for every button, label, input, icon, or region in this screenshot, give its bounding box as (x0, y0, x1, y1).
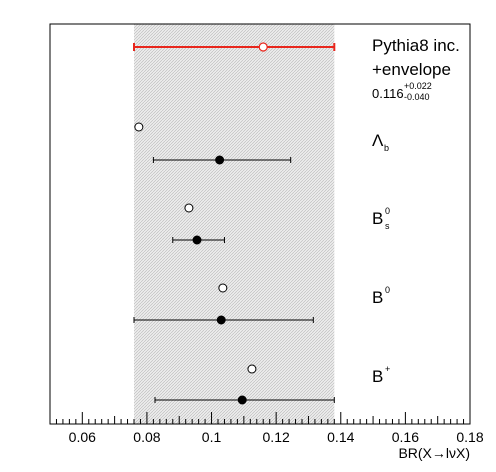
x-tick-label: 0.1 (202, 429, 222, 445)
inclusive-value: 0.116 (372, 86, 404, 101)
b0-filled-point (216, 315, 226, 325)
envelope-band (134, 24, 335, 424)
b_plus-filled-point (237, 395, 247, 405)
lambda_b-open-point (134, 122, 144, 132)
label-lambda-b-sub: b (384, 143, 389, 153)
label-b-plus-main: B (372, 367, 383, 386)
inclusive-label-line2: +envelope (372, 60, 451, 79)
label-b0: B 0 (372, 285, 390, 307)
label-b0-sup: 0 (385, 285, 390, 295)
label-b-s0-sub: s (385, 221, 390, 231)
x-axis-tick-labels: 0.06 0.08 0.1 0.12 0.14 0.16 0.18 (69, 429, 484, 445)
x-axis-ticks (49, 412, 471, 424)
inclusive-err-minus: -0.040 (404, 92, 430, 102)
b0-open-point (218, 283, 228, 293)
label-b-s0: B 0 s (372, 206, 390, 231)
label-b-plus: B + (372, 364, 390, 386)
b_plus-open-point (247, 364, 257, 374)
label-lambda-b-main: Λ (372, 131, 384, 150)
label-b-s0-sup: 0 (385, 206, 390, 216)
x-axis-label: BR(X→lνX) (398, 445, 470, 461)
data-marks (133, 42, 336, 405)
label-b0-main: B (372, 288, 383, 307)
plot-frame-border (49, 23, 471, 425)
inclusive-point (258, 42, 268, 52)
b_s0-open-point (184, 203, 194, 213)
x-tick-label: 0.06 (69, 429, 96, 445)
inclusive-err-plus: +0.022 (404, 81, 432, 91)
x-tick-label: 0.12 (263, 429, 290, 445)
label-lambda-b: Λ b (372, 131, 389, 153)
x-tick-label: 0.14 (327, 429, 354, 445)
label-b-plus-sup: + (385, 364, 390, 374)
label-b-s0-main: B (372, 209, 383, 228)
lambda_b-filled-point (215, 155, 225, 165)
x-tick-label: 0.08 (133, 429, 160, 445)
x-tick-label: 0.16 (392, 429, 419, 445)
b_s0-filled-point (192, 235, 202, 245)
inclusive-label-line1: Pythia8 inc. (372, 36, 460, 55)
x-tick-label: 0.18 (456, 429, 483, 445)
